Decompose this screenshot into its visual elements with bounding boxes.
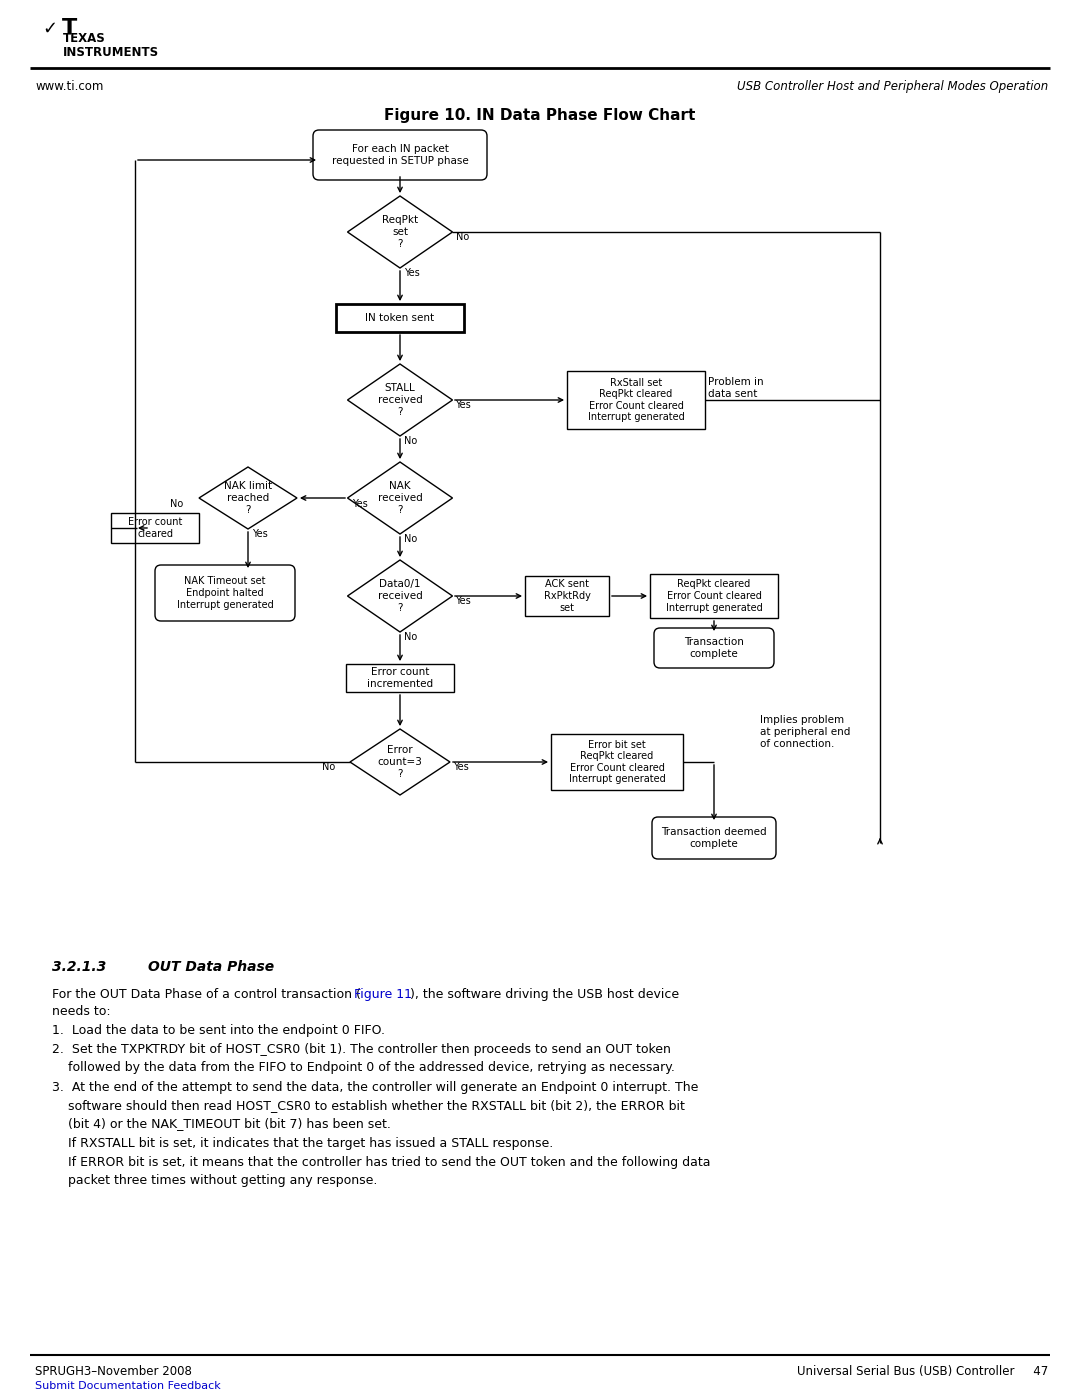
Text: RxStall set
ReqPkt cleared
Error Count cleared
Interrupt generated: RxStall set ReqPkt cleared Error Count c… [588, 377, 685, 422]
Text: Yes: Yes [352, 499, 368, 509]
Text: ACK sent
RxPktRdy
set: ACK sent RxPktRdy set [543, 580, 591, 613]
Text: INSTRUMENTS: INSTRUMENTS [63, 46, 159, 59]
FancyBboxPatch shape [346, 664, 454, 692]
Text: 3.  At the end of the attempt to send the data, the controller will generate an : 3. At the end of the attempt to send the… [52, 1081, 699, 1094]
Text: Error count
cleared: Error count cleared [127, 517, 183, 539]
Text: ReqPkt cleared
Error Count cleared
Interrupt generated: ReqPkt cleared Error Count cleared Inter… [665, 580, 762, 613]
Text: Error bit set
ReqPkt cleared
Error Count cleared
Interrupt generated: Error bit set ReqPkt cleared Error Count… [569, 739, 665, 784]
Polygon shape [348, 560, 453, 631]
Text: NAK Timeout set
Endpoint halted
Interrupt generated: NAK Timeout set Endpoint halted Interrup… [177, 577, 273, 609]
Polygon shape [348, 462, 453, 534]
Text: Implies problem
at peripheral end
of connection.: Implies problem at peripheral end of con… [760, 715, 850, 749]
Text: Error count
incremented: Error count incremented [367, 668, 433, 689]
Text: SPRUGH3–November 2008: SPRUGH3–November 2008 [35, 1365, 192, 1377]
FancyBboxPatch shape [313, 130, 487, 180]
Text: NAK limit
reached
?: NAK limit reached ? [224, 482, 272, 514]
Text: Submit Documentation Feedback: Submit Documentation Feedback [35, 1382, 220, 1391]
Text: No: No [170, 499, 184, 509]
FancyBboxPatch shape [111, 513, 199, 543]
Text: NAK
received
?: NAK received ? [378, 482, 422, 514]
Polygon shape [348, 365, 453, 436]
Text: For the OUT Data Phase of a control transaction (: For the OUT Data Phase of a control tran… [52, 988, 361, 1002]
Text: Transaction deemed
complete: Transaction deemed complete [661, 827, 767, 849]
Text: packet three times without getting any response.: packet three times without getting any r… [52, 1173, 377, 1187]
Text: USB Controller Host and Peripheral Modes Operation: USB Controller Host and Peripheral Modes… [737, 80, 1048, 94]
Text: ReqPkt
set
?: ReqPkt set ? [382, 215, 418, 249]
Text: followed by the data from the FIFO to Endpoint 0 of the addressed device, retryi: followed by the data from the FIFO to En… [52, 1060, 675, 1074]
Text: T: T [62, 18, 78, 38]
Text: Transaction
complete: Transaction complete [684, 637, 744, 659]
Text: Figure 11: Figure 11 [354, 988, 411, 1002]
Text: If RXSTALL bit is set, it indicates that the target has issued a STALL response.: If RXSTALL bit is set, it indicates that… [52, 1137, 553, 1150]
Text: ), the software driving the USB host device: ), the software driving the USB host dev… [410, 988, 679, 1002]
FancyBboxPatch shape [650, 574, 778, 617]
Text: Error
count=3
?: Error count=3 ? [378, 746, 422, 778]
Text: 1.  Load the data to be sent into the endpoint 0 FIFO.: 1. Load the data to be sent into the end… [52, 1024, 384, 1037]
Text: If ERROR bit is set, it means that the controller has tried to send the OUT toke: If ERROR bit is set, it means that the c… [52, 1155, 711, 1169]
Text: Problem in
data sent: Problem in data sent [708, 377, 764, 398]
Text: 2.  Set the TXPKTRDY bit of HOST_CSR0 (bit 1). The controller then proceeds to s: 2. Set the TXPKTRDY bit of HOST_CSR0 (bi… [52, 1044, 671, 1056]
FancyBboxPatch shape [156, 564, 295, 622]
Polygon shape [350, 729, 450, 795]
Text: Data0/1
received
?: Data0/1 received ? [378, 580, 422, 613]
Text: Yes: Yes [453, 761, 469, 773]
Text: No: No [322, 761, 335, 773]
FancyBboxPatch shape [567, 372, 705, 429]
Text: OUT Data Phase: OUT Data Phase [148, 960, 274, 974]
FancyBboxPatch shape [525, 576, 609, 616]
Text: 3.2.1.3: 3.2.1.3 [52, 960, 106, 974]
Text: IN token sent: IN token sent [365, 313, 434, 323]
Text: Yes: Yes [252, 529, 268, 539]
FancyBboxPatch shape [654, 629, 774, 668]
Polygon shape [199, 467, 297, 529]
FancyBboxPatch shape [652, 817, 777, 859]
FancyBboxPatch shape [551, 733, 683, 789]
Text: No: No [404, 436, 417, 446]
Text: No: No [404, 631, 417, 643]
Text: For each IN packet
requested in SETUP phase: For each IN packet requested in SETUP ph… [332, 144, 469, 166]
Text: Yes: Yes [455, 400, 471, 409]
Text: Universal Serial Bus (USB) Controller     47: Universal Serial Bus (USB) Controller 47 [797, 1365, 1048, 1377]
Text: www.ti.com: www.ti.com [35, 80, 104, 94]
FancyBboxPatch shape [336, 305, 464, 332]
Text: needs to:: needs to: [52, 1004, 110, 1018]
Text: (bit 4) or the NAK_TIMEOUT bit (bit 7) has been set.: (bit 4) or the NAK_TIMEOUT bit (bit 7) h… [52, 1118, 391, 1130]
Text: No: No [456, 232, 469, 242]
Polygon shape [348, 196, 453, 268]
Text: Figure 10. IN Data Phase Flow Chart: Figure 10. IN Data Phase Flow Chart [384, 108, 696, 123]
Text: Yes: Yes [404, 268, 420, 278]
Text: ✓: ✓ [42, 20, 57, 38]
Text: STALL
received
?: STALL received ? [378, 383, 422, 416]
Text: No: No [404, 534, 417, 543]
Text: software should then read HOST_CSR0 to establish whether the RXSTALL bit (bit 2): software should then read HOST_CSR0 to e… [52, 1099, 685, 1112]
Text: Yes: Yes [455, 597, 471, 606]
Text: TEXAS: TEXAS [63, 32, 106, 45]
